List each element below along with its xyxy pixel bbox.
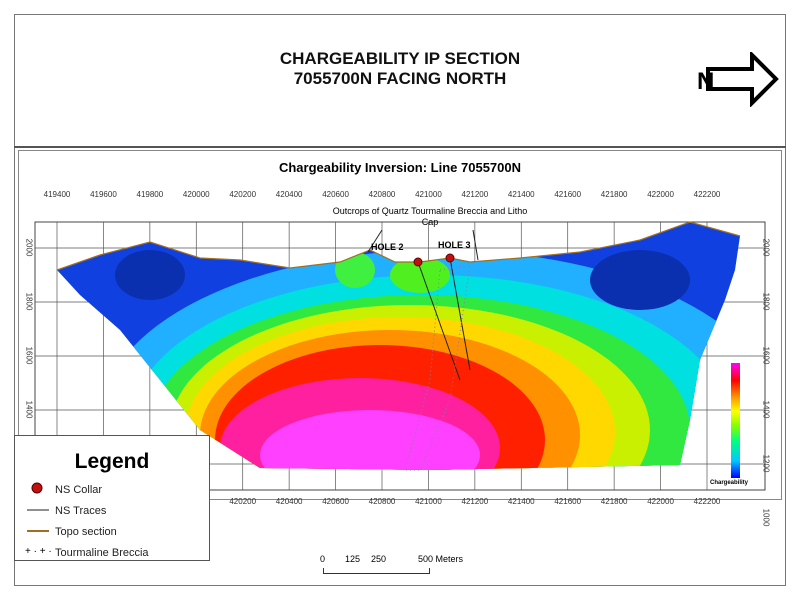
top-axis-tick: 422200 — [693, 190, 721, 199]
bottom-axis-tick: 421400 — [507, 497, 535, 506]
title-block: CHARGEABILITY IP SECTION 7055700N FACING… — [14, 14, 786, 148]
map-frame — [14, 14, 786, 586]
top-axis-tick: 421600 — [554, 190, 582, 199]
bottom-axis-tick: 420800 — [368, 497, 396, 506]
outcrop-annotation: Outcrops of Quartz Tourmaline Breccia an… — [332, 206, 528, 227]
top-axis-tick: 420000 — [182, 190, 210, 199]
bottom-axis-tick: 420600 — [322, 497, 349, 506]
collar-icon — [31, 482, 43, 494]
legend-item-topo: Topo section — [55, 526, 117, 538]
top-axis-tick: 421800 — [600, 190, 628, 199]
top-axis-tick: 420200 — [229, 190, 257, 199]
topo-line — [56, 221, 741, 271]
top-axis-tick: 419800 — [136, 190, 164, 199]
scale-label: 125 — [345, 554, 361, 564]
top-axis-tick: 422000 — [647, 190, 674, 199]
bottom-axis-tick: 422200 — [693, 497, 721, 506]
chargeability-section — [57, 222, 740, 470]
hole-2-label: HOLE 2 — [371, 242, 404, 252]
scale-label: 0 — [320, 554, 326, 564]
svg-text:+ · + ·: + · + · — [25, 546, 52, 557]
top-axis-tick: 421400 — [507, 190, 535, 199]
legend-item-collar: NS Collar — [55, 484, 103, 496]
hole-2-trace — [417, 261, 461, 381]
top-axis-tick: 420400 — [275, 190, 303, 199]
north-arrow-icon: N — [697, 52, 779, 107]
colorbar — [731, 363, 740, 478]
svg-text:N: N — [697, 68, 714, 95]
bottom-axis-tick: 421800 — [600, 497, 628, 506]
legend-title: Legend — [74, 450, 150, 473]
legend-item-breccia: Tourmaline Breccia — [55, 547, 149, 559]
hole-3-trace — [449, 257, 471, 371]
bottom-axis-tick: 421600 — [554, 497, 582, 506]
scale-label: 500 Meters — [418, 554, 464, 564]
map-title-line2: 7055700N FACING NORTH — [293, 69, 507, 88]
scale-label: 250 — [371, 554, 387, 564]
legend-symbols: + · + · — [25, 482, 52, 557]
top-axis-tick: 419600 — [90, 190, 117, 199]
top-axis-tick: 421000 — [415, 190, 442, 199]
bottom-axis-tick: 420400 — [275, 497, 303, 506]
section-title: Chargeability Inversion: Line 7055700N — [278, 160, 522, 175]
top-axis-tick: 419400 — [43, 190, 71, 199]
bottom-axis-tick: 420200 — [229, 497, 257, 506]
legend-item-traces: NS Traces — [55, 505, 107, 517]
top-axis-tick: 420800 — [368, 190, 396, 199]
hole-3-label: HOLE 3 — [438, 240, 471, 250]
top-axis-tick: 420600 — [322, 190, 349, 199]
legend: Legend + · + · NS Collar NS Traces Topo … — [14, 435, 210, 561]
map-title-line1: CHARGEABILITY IP SECTION — [279, 49, 521, 68]
top-axis-tick: 421200 — [461, 190, 489, 199]
annotation-leader — [472, 229, 479, 261]
bottom-axis-tick: 421000 — [415, 497, 442, 506]
bottom-axis-tick: 421200 — [461, 497, 489, 506]
colorbar-label: Chargeability — [710, 480, 749, 486]
hole-3-collar[interactable] — [445, 253, 455, 263]
annotation-leader — [367, 229, 383, 253]
hole-2-collar[interactable] — [413, 257, 423, 267]
bottom-axis-tick: 422000 — [647, 497, 674, 506]
